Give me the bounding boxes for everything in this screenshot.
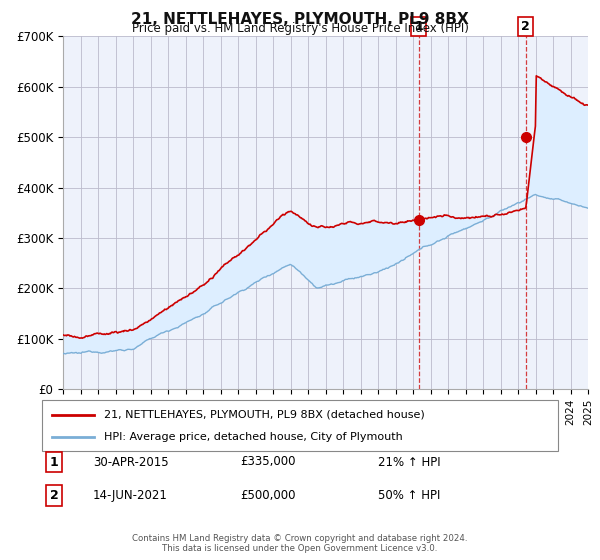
Text: 2: 2 bbox=[521, 20, 530, 33]
Text: 1: 1 bbox=[50, 455, 58, 469]
Text: £335,000: £335,000 bbox=[240, 455, 296, 469]
Text: 21% ↑ HPI: 21% ↑ HPI bbox=[378, 455, 440, 469]
Text: Contains HM Land Registry data © Crown copyright and database right 2024.
This d: Contains HM Land Registry data © Crown c… bbox=[132, 534, 468, 553]
Text: HPI: Average price, detached house, City of Plymouth: HPI: Average price, detached house, City… bbox=[104, 432, 403, 442]
Text: Price paid vs. HM Land Registry's House Price Index (HPI): Price paid vs. HM Land Registry's House … bbox=[131, 22, 469, 35]
Text: 30-APR-2015: 30-APR-2015 bbox=[93, 455, 169, 469]
Text: 21, NETTLEHAYES, PLYMOUTH, PL9 8BX (detached house): 21, NETTLEHAYES, PLYMOUTH, PL9 8BX (deta… bbox=[104, 409, 425, 419]
Text: £500,000: £500,000 bbox=[240, 489, 296, 502]
FancyBboxPatch shape bbox=[42, 400, 558, 451]
Text: 14-JUN-2021: 14-JUN-2021 bbox=[93, 489, 168, 502]
Text: 21, NETTLEHAYES, PLYMOUTH, PL9 8BX: 21, NETTLEHAYES, PLYMOUTH, PL9 8BX bbox=[131, 12, 469, 27]
Text: 2: 2 bbox=[50, 489, 58, 502]
Text: 1: 1 bbox=[415, 20, 423, 33]
Text: 50% ↑ HPI: 50% ↑ HPI bbox=[378, 489, 440, 502]
